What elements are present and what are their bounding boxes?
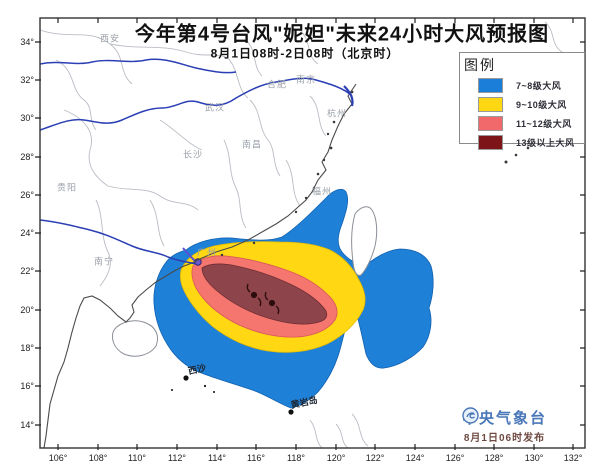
axis-ticks-top (57, 18, 574, 23)
lon-label: 112° (168, 453, 186, 463)
city-label-nanning: 南宁 (93, 256, 115, 267)
legend-label: 13级以上大风 (516, 137, 575, 148)
city-label-wuhan: 武汉 (204, 102, 226, 113)
legend-label: 11~12级大风 (516, 118, 572, 129)
axis-ticks-bottom (57, 444, 574, 450)
lat-label: 32° (20, 75, 34, 85)
city-label-guiyang: 贵阳 (56, 182, 78, 193)
rivers (40, 58, 354, 265)
lon-label: 126° (445, 453, 465, 463)
legend-swatch-9-10 (478, 96, 503, 112)
lat-label: 30° (20, 113, 34, 123)
legend-swatch-13-plus (478, 134, 503, 150)
city-label-guangzhou: 广州 (196, 247, 218, 258)
agency-footer: 中央气象台 8月1日06时发布 (462, 407, 547, 444)
page-subtitle: 8月1日08时-2日08时（北京时） (210, 46, 400, 61)
lon-label: 114° (208, 453, 226, 463)
legend-row: 9~10级大风 (464, 95, 584, 113)
lon-label: 110° (128, 453, 146, 463)
legend-header: 图例 (464, 57, 496, 73)
legend-swatch-7-8 (478, 77, 503, 93)
lon-label: 122° (365, 453, 385, 463)
city-label-fuzhou: 福州 (311, 186, 333, 197)
lon-label: 124° (405, 453, 425, 463)
lat-label: 28° (20, 152, 34, 162)
issue-time: 8月1日06时发布 (463, 433, 546, 444)
lat-label: 14° (20, 420, 34, 430)
agency-name: 中央气象台 (462, 410, 548, 427)
city-label-nanchang: 南昌 (241, 139, 263, 150)
city-label-nanjing: 南京 (295, 74, 317, 85)
legend-label: 9~10级大风 (516, 99, 567, 110)
lat-label: 16° (20, 381, 34, 391)
lat-label: 26° (20, 190, 34, 200)
coastline (43, 83, 357, 448)
lon-label: 108° (88, 453, 108, 463)
legend-label: 7~8级大风 (516, 80, 562, 91)
axis-ticks-left (35, 41, 41, 426)
cma-logo-icon (462, 407, 479, 424)
lon-label: 130° (524, 453, 544, 463)
lon-label: 118° (287, 453, 305, 463)
page-title: 今年第4号台风"妮妲"未来24小时大风预报图 (134, 23, 550, 46)
city-label-xian: 西安 (99, 33, 121, 44)
wind-band-13-plus (201, 263, 328, 325)
hainan-island (111, 320, 159, 357)
lon-label: 132° (563, 453, 583, 463)
city-label-hangzhou: 杭州 (326, 108, 348, 119)
legend: 图例 7~8级大风 9~10级大风 11~12级大风 13级以上大风 (459, 52, 585, 150)
lat-label: 24° (20, 228, 34, 238)
lat-label: 20° (20, 305, 34, 315)
lat-label: 34° (20, 37, 34, 47)
legend-swatch-11-12 (478, 115, 503, 131)
lon-label: 106° (48, 453, 68, 463)
lat-label: 18° (20, 343, 34, 353)
legend-row: 13级以上大风 (464, 133, 584, 151)
typhoon-symbol (246, 283, 280, 315)
legend-row: 11~12级大风 (464, 114, 584, 132)
legend-row: 7~8级大风 (464, 76, 584, 94)
lon-label: 128° (484, 453, 504, 463)
city-label-hefei: 合肥 (266, 79, 288, 90)
island-dots (171, 375, 294, 415)
city-label-changsha: 长沙 (182, 149, 204, 160)
taiwan-island (351, 206, 378, 276)
lon-label: 120° (326, 453, 346, 463)
lat-label: 22° (20, 266, 34, 276)
lon-label: 116° (247, 453, 265, 463)
